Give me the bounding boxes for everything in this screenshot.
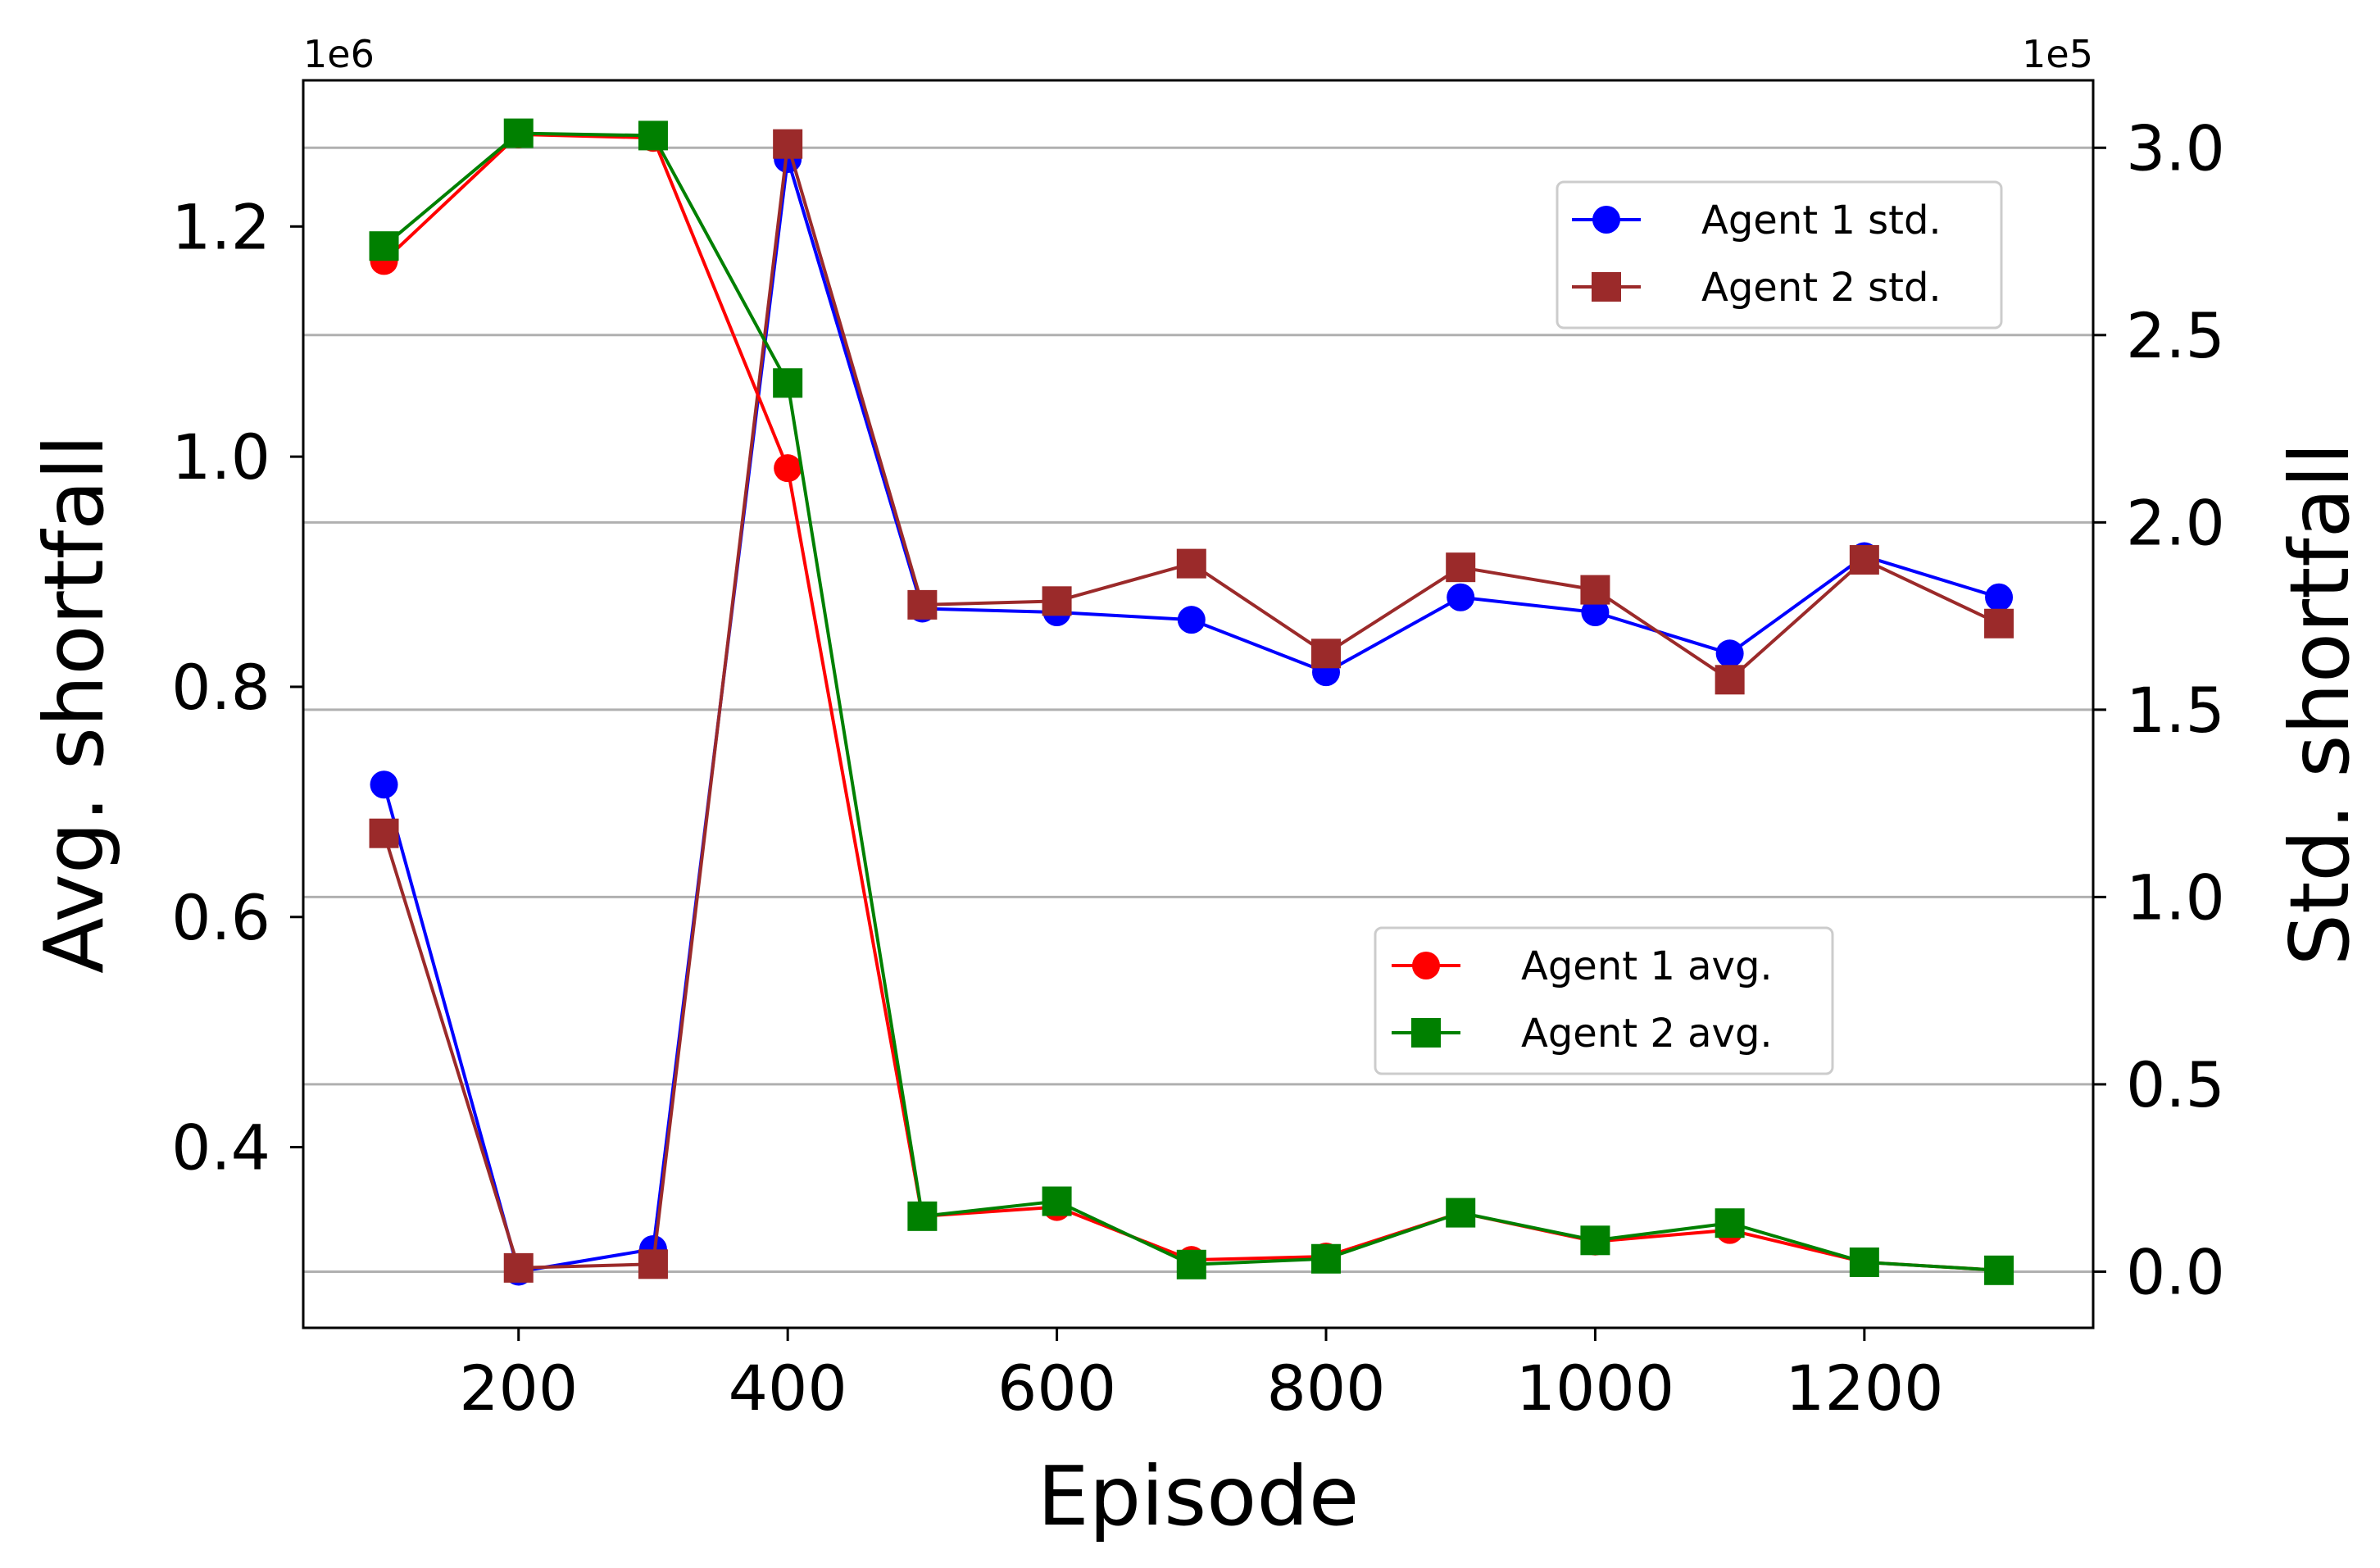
right-y-tick-label: 1.0 [2126,861,2225,934]
x-tick-label: 1000 [1516,1352,1674,1425]
data-point [503,1252,534,1283]
data-point [1177,606,1206,634]
legend-entry: Agent 1 std. [1572,198,1942,243]
data-point [1580,1225,1610,1256]
left-y-tick-label: 0.6 [171,881,270,954]
series-1 [369,129,2014,1283]
data-point [638,1249,668,1279]
data-point [1311,639,1341,669]
right-offset-label: 1e5 [2022,32,2093,76]
series-3 [369,118,2014,1285]
legend-swatch-marker [1412,952,1440,979]
data-point [1446,1198,1476,1228]
data-point [369,818,399,848]
left-y-tick-label: 1.2 [171,190,270,263]
grid-lines [303,146,2093,1273]
data-point [1849,545,1879,575]
left-y-tick-label: 0.4 [171,1111,270,1184]
data-point [1580,575,1610,605]
x-tick-label: 1200 [1785,1352,1943,1425]
legend-label: Agent 2 avg. [1521,1011,1773,1057]
x-axis-title: Episode [1038,1448,1360,1544]
left-y-axis-title: Avg. shortfall [26,434,122,974]
plot-frame [302,79,2095,1329]
data-point [1176,1249,1206,1279]
data-point [638,120,668,151]
data-point [1715,639,1744,668]
right-y-axis-title: Std. shortfall [2272,443,2368,966]
data-point [503,118,534,148]
legend-std: Agent 1 std. Agent 2 std. [1556,180,2003,330]
legend-avg-frame [1374,926,1834,1075]
legend-std-frame [1556,180,2003,330]
data-point [907,589,938,620]
right-y-tick-label: 1.5 [2126,674,2225,747]
left-offset-label: 1e6 [303,32,375,76]
right-y-tick-label: 2.5 [2126,299,2225,372]
legend-entry: Agent 2 std. [1572,265,1942,311]
data-point [1311,1243,1341,1274]
x-tick-label: 400 [729,1352,847,1425]
data-point [370,770,398,799]
left-y-tick-label: 0.8 [171,651,270,724]
x-tick-label: 800 [1266,1352,1385,1425]
right-y-tick-label: 0.5 [2126,1048,2225,1121]
data-point [1176,548,1206,579]
left-y-tick-label: 1.0 [171,420,270,493]
series-layer [369,118,2014,1286]
data-point [774,454,802,483]
legend-swatch-marker [1411,1018,1441,1048]
data-point [1581,598,1610,627]
legend-swatch-marker [1592,206,1620,234]
data-point [1985,583,2014,611]
legend-avg: Agent 1 avg. Agent 2 avg. [1374,926,1834,1075]
data-point [1447,583,1475,611]
legend-label: Agent 2 std. [1701,265,1942,311]
legend-label: Agent 1 std. [1701,198,1942,243]
right-y-tick-label: 2.0 [2126,486,2225,559]
data-point [369,231,399,261]
data-point [1042,1186,1072,1216]
legend-std-entries: Agent 1 std. Agent 2 std. [1572,198,1942,311]
data-point [1715,1208,1745,1238]
data-point [1715,665,1745,695]
data-point [1042,586,1072,616]
data-point [1446,552,1476,583]
x-tick-label: 200 [459,1352,578,1425]
axes-layer: 0.0 0.5 1.0 1.5 2.0 2.5 3.0 0.4 0.6 0.8 1.0 1.2 200 4… [171,111,2225,1425]
data-point [907,1201,938,1231]
legend-entry: Agent 1 avg. [1392,943,1773,989]
data-point [1849,1247,1879,1277]
right-y-tick-label: 0.0 [2126,1235,2225,1308]
legend-label: Agent 1 avg. [1521,943,1773,989]
data-point [1984,608,2014,639]
data-point [773,129,803,159]
x-tick-label: 600 [997,1352,1116,1425]
data-point [1984,1255,2014,1285]
legend-swatch-marker [1592,272,1621,302]
legend-avg-entries: Agent 1 avg. Agent 2 avg. [1392,943,1773,1057]
right-y-tick-label: 3.0 [2126,111,2225,184]
data-point [773,368,803,398]
legend-entry: Agent 2 avg. [1392,1011,1773,1057]
